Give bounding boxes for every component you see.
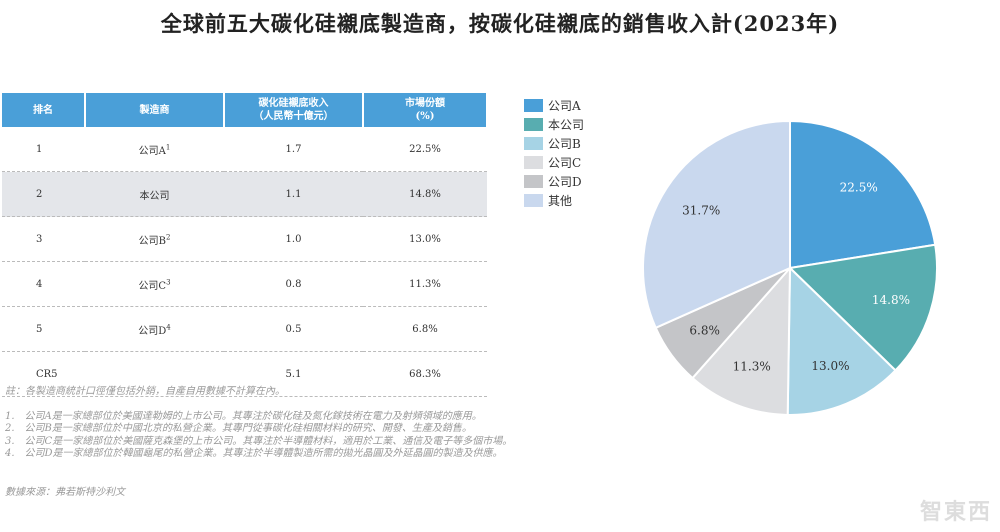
share-cell: 14.8% bbox=[363, 171, 487, 217]
legend-swatch bbox=[524, 194, 543, 207]
data-label: 22.5% bbox=[840, 180, 878, 194]
maker-name: 本公司 bbox=[139, 190, 170, 202]
revenue-cell: 0.5 bbox=[224, 306, 363, 352]
revenue-cell: 0.8 bbox=[224, 261, 363, 307]
data-label: 31.7% bbox=[682, 203, 720, 217]
rank-cell: 2 bbox=[2, 171, 85, 217]
page-title: 全球前五大碳化硅襯底製造商，按碳化硅襯底的銷售收入計(2023年) bbox=[160, 11, 840, 36]
legend-label: 公司B bbox=[548, 137, 581, 151]
legend-swatch bbox=[524, 137, 543, 150]
legend-label: 公司C bbox=[548, 156, 582, 170]
legend-item: 公司A bbox=[524, 96, 584, 115]
notes: 註：各製造商統計口徑僅包括外銷，自產自用數據不計算在內。 1. 公司A是一家總部… bbox=[5, 386, 525, 499]
footnote-ref: 3 bbox=[166, 278, 171, 287]
maker-cell bbox=[85, 351, 224, 397]
footnote-ref: 2 bbox=[165, 233, 171, 242]
pie-slice bbox=[787, 243, 938, 372]
data-label: 11.3% bbox=[733, 360, 771, 374]
source-text: 數據來源：弗若斯特沙利文 bbox=[5, 486, 125, 498]
watermark-logo: 智東西 bbox=[919, 499, 992, 525]
table-row: 4 公司C3 0.8 11.3% bbox=[2, 261, 487, 307]
chart-legend: 公司A 本公司公司B 公司C 公司D 其他 bbox=[524, 96, 584, 210]
legend-label: 公司A bbox=[548, 99, 581, 113]
pie-slice bbox=[789, 119, 937, 270]
legend-item: 本公司 bbox=[524, 115, 584, 134]
rank-cell: 3 bbox=[2, 216, 85, 262]
share-cell: 22.5% bbox=[363, 127, 487, 172]
table-row: 1 公司A1 1.7 22.5% bbox=[2, 127, 487, 172]
header-rank: 排名 bbox=[2, 93, 86, 127]
legend-swatch bbox=[524, 156, 543, 169]
maker-cell: 公司D4 bbox=[85, 306, 224, 352]
legend-item: 其他 bbox=[524, 191, 584, 210]
table-row: 2 本公司 1.1 14.8% bbox=[2, 171, 487, 217]
maker-cell: 公司A1 bbox=[85, 127, 224, 172]
legend-label: 公司D bbox=[548, 175, 582, 189]
maker-name: 公司A bbox=[138, 145, 166, 157]
table-row: 5 公司D4 0.5 6.8% bbox=[2, 306, 487, 352]
header-revenue: 碳化硅襯底收入 （人民幣十億元） bbox=[224, 93, 364, 127]
legend-label: 本公司 bbox=[548, 118, 585, 132]
data-label: 13.0% bbox=[811, 359, 849, 373]
table-row: CR5 5.1 68.3% bbox=[2, 351, 487, 397]
legend-swatch bbox=[524, 99, 543, 112]
revenue-cell: 1.0 bbox=[224, 216, 363, 262]
rank-cell: 1 bbox=[2, 127, 85, 172]
share-cell: 68.3% bbox=[363, 351, 487, 397]
legend-label: 其他 bbox=[548, 194, 573, 208]
legend-item: 公司D bbox=[524, 172, 584, 191]
footnote-ref: 1 bbox=[165, 143, 171, 152]
footnote: 2. 公司B是一家總部位於中國北京的私營企業。其專門從事碳化硅相關材料的研究、開… bbox=[5, 423, 472, 434]
rank-cell: 4 bbox=[2, 261, 85, 307]
revenue-cell: 1.1 bbox=[224, 171, 363, 217]
share-cell: 6.8% bbox=[363, 306, 487, 352]
pie-slice bbox=[691, 265, 792, 416]
data-label: 14.8% bbox=[872, 293, 910, 307]
note-text: 註：各製造商統計口徑僅包括外銷，自產自用數據不計算在內。 bbox=[5, 386, 285, 397]
footnote: 4. 公司D是一家總部位於韓國龜尾的私營企業。其專注於半導體製造所需的拋光晶圓及… bbox=[5, 448, 503, 459]
maker-name: 公司B bbox=[138, 235, 166, 247]
revenue-cell: 5.1 bbox=[224, 351, 363, 397]
pie-slice bbox=[786, 265, 897, 416]
maker-name: 公司C bbox=[138, 280, 167, 292]
header-share: 市場份額 (%) bbox=[363, 93, 488, 127]
footnote: 3. 公司C是一家總部位於美國薩克森堡的上市公司。其專注於半導體材料，適用於工業… bbox=[5, 435, 513, 447]
rank-cell: 5 bbox=[2, 306, 85, 352]
legend-item: 公司B bbox=[524, 134, 584, 153]
footnote-ref: 4 bbox=[166, 323, 171, 332]
rank-cell: CR5 bbox=[2, 351, 85, 397]
pie-slice bbox=[642, 119, 791, 330]
legend-swatch bbox=[524, 118, 543, 131]
share-cell: 11.3% bbox=[363, 261, 487, 307]
legend-item: 公司C bbox=[524, 153, 584, 172]
share-cell: 13.0% bbox=[363, 216, 487, 262]
maker-cell: 本公司 bbox=[85, 171, 224, 217]
revenue-cell: 1.7 bbox=[224, 127, 363, 172]
legend-swatch bbox=[524, 175, 543, 188]
maker-name: 公司D bbox=[138, 325, 167, 337]
maker-cell: 公司C3 bbox=[85, 261, 224, 307]
table-row: 3 公司B2 1.0 13.0% bbox=[2, 216, 487, 262]
maker-cell: 公司B2 bbox=[85, 216, 224, 262]
data-label: 6.8% bbox=[689, 324, 720, 338]
header-maker: 製造商 bbox=[85, 93, 225, 127]
market-share-table: 排名 製造商 碳化硅襯底收入 （人民幣十億元） 市場份額 (%) 1 公司A1 … bbox=[2, 93, 488, 397]
footnote: 1. 公司A是一家總部位於美國達勒姆的上市公司。其專注於碳化硅及氮化鎵技術在電力… bbox=[5, 410, 482, 422]
